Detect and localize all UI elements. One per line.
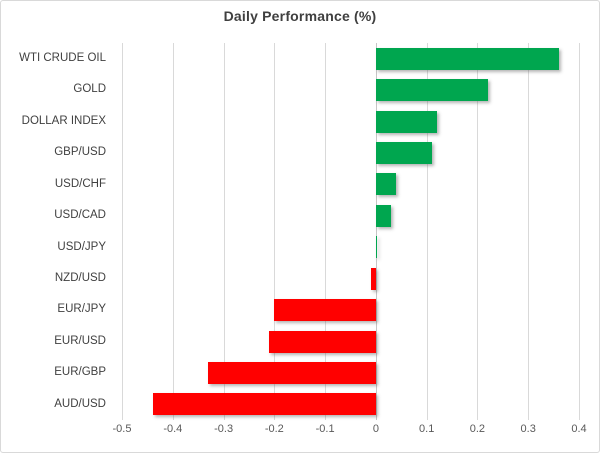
gridline <box>579 43 580 420</box>
category-label: GBP/USD <box>54 146 106 159</box>
x-tick-label: -0.4 <box>163 423 183 435</box>
category-label: EUR/JPY <box>57 303 106 316</box>
gridline <box>528 43 530 420</box>
bar-eur-jpy <box>274 299 376 321</box>
x-tick-label: -0.5 <box>112 423 132 435</box>
x-tick-label: 0.2 <box>469 423 486 435</box>
category-label: WTI CRUDE OIL <box>19 52 106 64</box>
x-tick-label: -0.1 <box>315 423 335 435</box>
gridline <box>477 43 479 420</box>
x-tick-label: 0.3 <box>520 423 536 435</box>
zero-axis-line <box>375 43 377 420</box>
category-label: USD/CHF <box>54 177 106 190</box>
chart-title: Daily Performance (%) <box>223 8 377 24</box>
gridline <box>122 43 123 420</box>
gridline <box>223 43 225 420</box>
bar-nzd-usd <box>370 267 376 290</box>
x-tick-label: 0.1 <box>419 423 435 435</box>
plot-area <box>122 43 580 420</box>
gridline <box>274 43 276 420</box>
bar-gold <box>375 79 488 102</box>
bar-usd-cad <box>375 204 392 227</box>
x-tick-label: -0.3 <box>214 423 234 435</box>
gridline <box>172 43 174 420</box>
bar-eur-usd <box>269 330 376 353</box>
gridline <box>325 43 327 420</box>
bar-eur-gbp <box>208 361 376 384</box>
x-tick-label: 0 <box>372 423 379 435</box>
category-label: USD/CAD <box>54 209 106 222</box>
x-tick-label: 0.4 <box>571 423 587 435</box>
category-label: AUD/USD <box>54 397 106 410</box>
category-label: GOLD <box>73 83 106 96</box>
category-label: USD/JPY <box>57 240 106 253</box>
bar-aud-usd <box>152 393 376 416</box>
value-axis: -0.5 -0.4 -0.3 -0.2 -0.1 0 0.1 0.2 0.3 0.4 <box>113 423 587 439</box>
bar-wti-crude-oil <box>375 47 559 70</box>
category-label: EUR/GBP <box>54 366 106 379</box>
gridline <box>426 43 428 420</box>
x-tick-label: -0.2 <box>264 423 284 435</box>
bar-usd-jpy <box>375 236 377 259</box>
bar-gbp-usd <box>375 142 432 164</box>
category-label: DOLLAR INDEX <box>21 114 106 127</box>
bar-dollar-index <box>375 110 437 133</box>
category-axis: WTI CRUDE OIL GOLD DOLLAR INDEX GBP/USD USD/… <box>1 43 114 420</box>
category-label: EUR/USD <box>54 334 106 347</box>
bar-usd-chf <box>375 173 397 196</box>
category-label: NZD/USD <box>54 271 106 284</box>
